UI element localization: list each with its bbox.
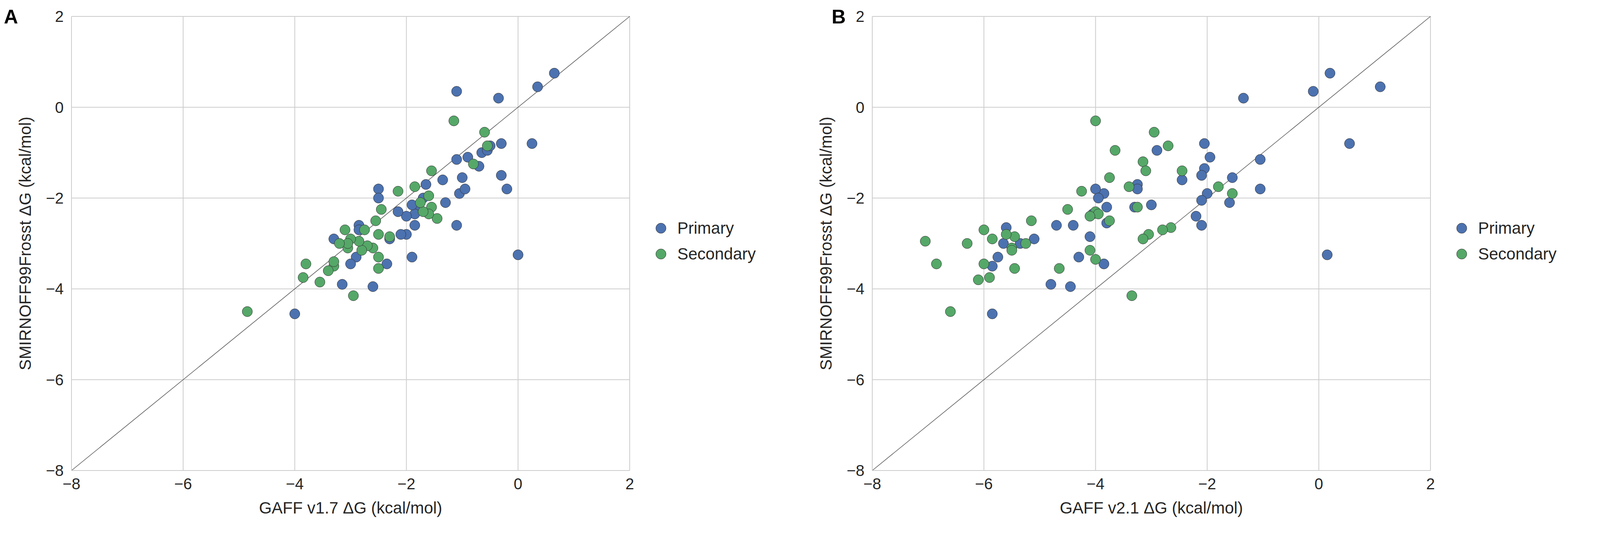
html-text:B: B — [831, 5, 846, 28]
html-text:Primary: Primary — [1478, 218, 1535, 238]
svg-text:−4: −4 — [846, 280, 865, 298]
svg-text:0: 0 — [55, 98, 64, 117]
svg-text:−6: −6 — [174, 475, 193, 493]
svg-text:2: 2 — [625, 475, 634, 493]
html-text:A: A — [3, 5, 19, 28]
svg-text:−8: −8 — [863, 475, 882, 493]
svg-text:2: 2 — [1426, 475, 1435, 493]
svg-text:−8: −8 — [62, 475, 81, 493]
svg-text:GAFF v2.1 ΔG (kcal/mol): GAFF v2.1 ΔG (kcal/mol) — [1059, 498, 1243, 517]
svg-text:−2: −2 — [397, 475, 416, 493]
svg-text:GAFF v1.7 ΔG (kcal/mol): GAFF v1.7 ΔG (kcal/mol) — [258, 498, 443, 517]
svg-text:SMIRNOFF99Frosst ΔG (kcal/mol): SMIRNOFF99Frosst ΔG (kcal/mol) — [16, 116, 35, 371]
svg-text:−8: −8 — [846, 461, 865, 479]
svg-text:−4: −4 — [45, 280, 64, 298]
svg-text:−2: −2 — [846, 189, 865, 207]
svg-text:−4: −4 — [1086, 475, 1105, 493]
html-text:Secondary: Secondary — [677, 244, 756, 263]
svg-text:−6: −6 — [846, 371, 865, 389]
svg-text:−6: −6 — [975, 475, 993, 493]
svg-text:−6: −6 — [45, 371, 64, 389]
svg-text:−2: −2 — [1198, 475, 1217, 493]
svg-text:0: 0 — [1314, 475, 1324, 493]
svg-text:−8: −8 — [45, 461, 64, 479]
svg-text:−4: −4 — [285, 475, 304, 493]
svg-text:0: 0 — [513, 475, 523, 493]
html-text:Primary: Primary — [677, 218, 734, 238]
svg-text:2: 2 — [855, 7, 865, 25]
html-text:Secondary: Secondary — [1478, 244, 1557, 263]
svg-text:SMIRNOFF99Frosst ΔG (kcal/mol): SMIRNOFF99Frosst ΔG (kcal/mol) — [816, 116, 836, 371]
svg-text:2: 2 — [55, 7, 64, 25]
svg-text:−2: −2 — [45, 189, 64, 207]
svg-text:0: 0 — [855, 98, 865, 117]
